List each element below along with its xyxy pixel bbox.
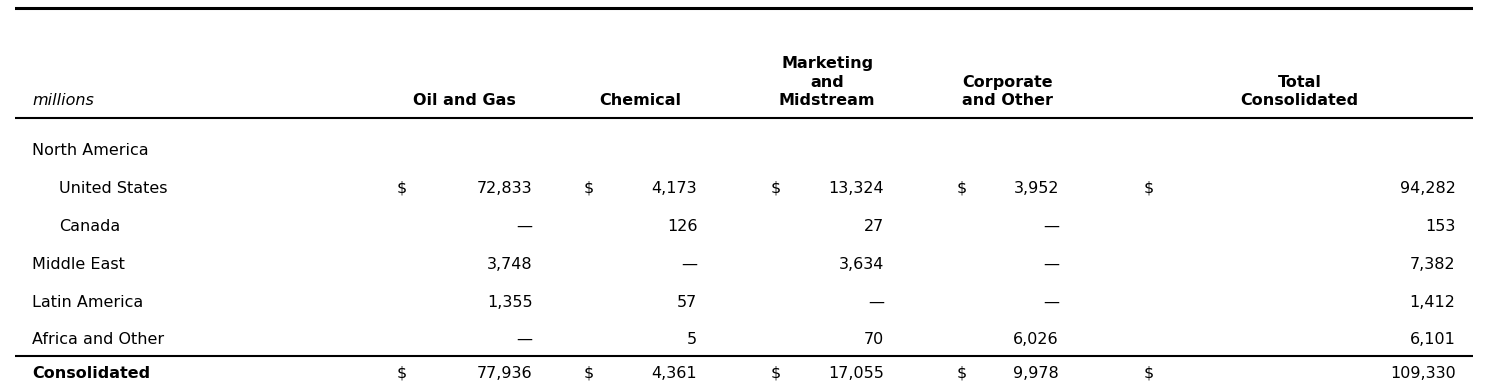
Text: —: — xyxy=(1043,219,1059,234)
Text: Total
Consolidated: Total Consolidated xyxy=(1241,75,1359,109)
Text: Oil and Gas: Oil and Gas xyxy=(412,94,515,109)
Text: 6,026: 6,026 xyxy=(1013,332,1059,347)
Text: 72,833: 72,833 xyxy=(478,181,533,196)
Text: 1,412: 1,412 xyxy=(1409,295,1455,310)
Text: 3,952: 3,952 xyxy=(1013,181,1059,196)
Text: —: — xyxy=(516,219,533,234)
Text: $: $ xyxy=(397,366,408,381)
Text: 109,330: 109,330 xyxy=(1390,366,1455,381)
Text: —: — xyxy=(868,295,884,310)
Text: 153: 153 xyxy=(1426,219,1455,234)
Text: $: $ xyxy=(583,181,594,196)
Text: 4,173: 4,173 xyxy=(652,181,698,196)
Text: $: $ xyxy=(397,181,408,196)
Text: Chemical: Chemical xyxy=(600,94,682,109)
Text: 5: 5 xyxy=(687,332,698,347)
Text: —: — xyxy=(682,257,698,272)
Text: millions: millions xyxy=(33,94,94,109)
Text: 3,748: 3,748 xyxy=(487,257,533,272)
Text: 3,634: 3,634 xyxy=(839,257,884,272)
Text: $: $ xyxy=(1144,366,1153,381)
Text: United States: United States xyxy=(58,181,167,196)
Text: 9,978: 9,978 xyxy=(1013,366,1059,381)
Text: $: $ xyxy=(957,366,967,381)
Text: 4,361: 4,361 xyxy=(652,366,698,381)
Text: 27: 27 xyxy=(863,219,884,234)
Text: 126: 126 xyxy=(667,219,698,234)
Text: $: $ xyxy=(771,366,781,381)
Text: 70: 70 xyxy=(863,332,884,347)
Text: 6,101: 6,101 xyxy=(1409,332,1455,347)
Text: Marketing
and
Midstream: Marketing and Midstream xyxy=(778,56,875,109)
Text: Consolidated: Consolidated xyxy=(33,366,150,381)
Text: Africa and Other: Africa and Other xyxy=(33,332,165,347)
Text: 1,355: 1,355 xyxy=(487,295,533,310)
Text: 17,055: 17,055 xyxy=(829,366,884,381)
Text: 77,936: 77,936 xyxy=(478,366,533,381)
Text: $: $ xyxy=(957,181,967,196)
Text: Middle East: Middle East xyxy=(33,257,125,272)
Text: North America: North America xyxy=(33,143,149,158)
Text: Corporate
and Other: Corporate and Other xyxy=(963,75,1054,109)
Text: Canada: Canada xyxy=(58,219,121,234)
Text: —: — xyxy=(1043,257,1059,272)
Text: $: $ xyxy=(771,181,781,196)
Text: Latin America: Latin America xyxy=(33,295,144,310)
Text: 13,324: 13,324 xyxy=(829,181,884,196)
Text: —: — xyxy=(1043,295,1059,310)
Text: 7,382: 7,382 xyxy=(1411,257,1455,272)
Text: $: $ xyxy=(1144,181,1153,196)
Text: 57: 57 xyxy=(677,295,698,310)
Text: $: $ xyxy=(583,366,594,381)
Text: 94,282: 94,282 xyxy=(1400,181,1455,196)
Text: —: — xyxy=(516,332,533,347)
